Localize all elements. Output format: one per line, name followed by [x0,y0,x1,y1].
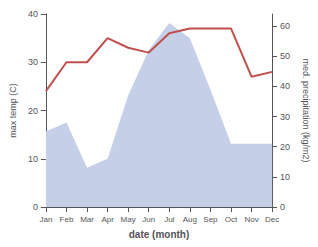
svg-text:10: 10 [28,154,38,164]
svg-text:30: 30 [280,112,290,122]
svg-text:Feb: Feb [60,215,74,224]
svg-text:40: 40 [280,81,290,91]
svg-text:Aug: Aug [183,215,197,224]
svg-text:10: 10 [280,172,290,182]
svg-text:Apr: Apr [101,215,114,224]
svg-text:Oct: Oct [225,215,238,224]
svg-text:Dec: Dec [265,215,279,224]
svg-text:max temp (C): max temp (C) [8,83,18,138]
svg-text:Mar: Mar [80,215,94,224]
svg-text:Sep: Sep [203,215,218,224]
svg-text:20: 20 [280,142,290,152]
svg-text:0: 0 [33,202,38,212]
svg-text:med. precipitation (kg/m2): med. precipitation (kg/m2) [301,58,311,162]
svg-text:0: 0 [280,202,285,212]
svg-text:May: May [121,215,136,224]
svg-text:20: 20 [28,106,38,116]
svg-text:Jan: Jan [39,215,52,224]
svg-text:date (month): date (month) [129,229,190,240]
svg-text:Jul: Jul [164,215,174,224]
svg-text:Jun: Jun [142,215,155,224]
svg-text:50: 50 [280,51,290,61]
svg-text:Nov: Nov [244,215,258,224]
svg-text:60: 60 [280,21,290,31]
svg-text:40: 40 [28,9,38,19]
svg-text:30: 30 [28,57,38,67]
